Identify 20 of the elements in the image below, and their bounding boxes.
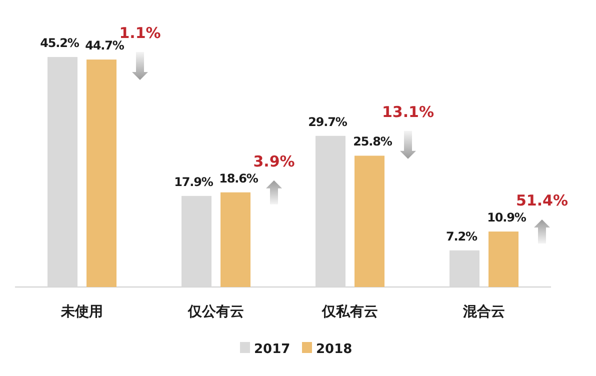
annotation: 3.9% — [253, 152, 295, 170]
x-tick-label: 仅私有云 — [321, 304, 378, 320]
bar — [488, 232, 518, 287]
annotation: 13.1% — [382, 102, 434, 121]
x-tick-label: 仅公有云 — [187, 304, 244, 320]
bar — [354, 156, 384, 287]
data-label: 29.7% — [308, 114, 348, 129]
legend-label: 2017 — [254, 342, 290, 357]
data-label: 17.9% — [174, 174, 214, 189]
data-label: 7.2% — [446, 229, 478, 244]
data-label: 45.2% — [40, 36, 80, 50]
legend-label: 2018 — [316, 342, 352, 357]
bar — [220, 192, 250, 287]
x-tick-label: 未使用 — [60, 304, 103, 320]
data-label: 18.6% — [219, 171, 258, 186]
data-label: 25.8% — [353, 134, 392, 149]
data-label: 10.9% — [487, 210, 526, 225]
x-tick-label: 混合云 — [462, 304, 505, 320]
bar — [86, 60, 116, 287]
annotation: 51.4% — [516, 192, 568, 210]
